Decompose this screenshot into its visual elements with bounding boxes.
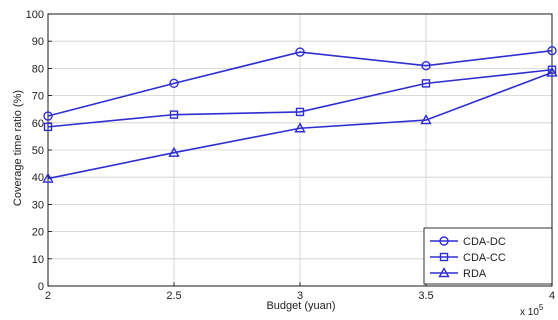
data-point-cda-dc <box>43 111 53 121</box>
series-lines <box>42 46 558 183</box>
y-tick-label: 90 <box>32 36 44 48</box>
y-tick-label: 100 <box>26 9 44 21</box>
series-line-rda <box>47 71 553 180</box>
y-tick-label: 0 <box>38 281 44 293</box>
legend-entry-rda: RDA <box>430 267 487 280</box>
legend-label: CDA-CC <box>463 252 506 264</box>
data-point-rda <box>420 114 432 125</box>
x-tick-label: 4 <box>549 290 555 302</box>
legend-entries: CDA-DC CDA-CC RDA <box>430 236 506 280</box>
legend-marker <box>439 236 449 246</box>
y-tick-label: 10 <box>32 254 44 266</box>
y-tick-label: 60 <box>32 118 44 130</box>
legend-entry-cda-dc: CDA-DC <box>430 236 506 248</box>
legend: CDA-DC CDA-CC RDA <box>423 227 553 285</box>
data-point-cda-cc <box>295 107 305 117</box>
series-line-cda-cc <box>47 68 553 128</box>
data-point-cda-dc <box>421 60 431 71</box>
legend-label: CDA-DC <box>463 236 506 248</box>
x-tick-label: 3 <box>297 290 303 302</box>
series-rda <box>42 66 558 183</box>
x-axis-multiplier: x 105 <box>520 303 544 318</box>
y-tick-label: 30 <box>32 199 44 211</box>
data-point-cda-cc <box>43 122 53 132</box>
y-tick-label: 80 <box>32 63 44 75</box>
data-point-rda <box>42 172 54 183</box>
series-cda-dc <box>43 46 557 121</box>
data-point-rda <box>168 146 180 157</box>
data-point-cda-cc <box>421 79 431 88</box>
y-tick-label: 40 <box>32 172 44 184</box>
data-point-rda <box>294 122 306 133</box>
legend-entry-cda-cc: CDA-CC <box>430 252 506 264</box>
plot-frame <box>47 13 553 287</box>
y-tick-label: 20 <box>32 227 44 239</box>
axes <box>47 13 553 287</box>
y-axis-label: Coverage time ratio (%) <box>12 90 24 206</box>
x-tick-label: 2 <box>45 290 51 302</box>
data-point-cda-dc <box>295 47 305 57</box>
y-tick-label: 50 <box>32 145 44 157</box>
x-tick-label: 3.5 <box>418 290 433 302</box>
x-tick-label: 2.5 <box>166 290 181 302</box>
data-point-cda-dc <box>547 46 557 56</box>
series-cda-cc <box>43 65 557 132</box>
legend-marker <box>438 267 450 278</box>
series-line-cda-dc <box>47 49 553 117</box>
x-axis-label: Budget (yuan) <box>266 300 335 312</box>
y-tick-label: 70 <box>32 91 44 103</box>
data-point-cda-cc <box>169 110 179 119</box>
data-point-cda-dc <box>169 78 179 89</box>
data-point-rda <box>546 66 558 77</box>
legend-label: RDA <box>463 268 487 280</box>
legend-marker <box>439 252 449 262</box>
